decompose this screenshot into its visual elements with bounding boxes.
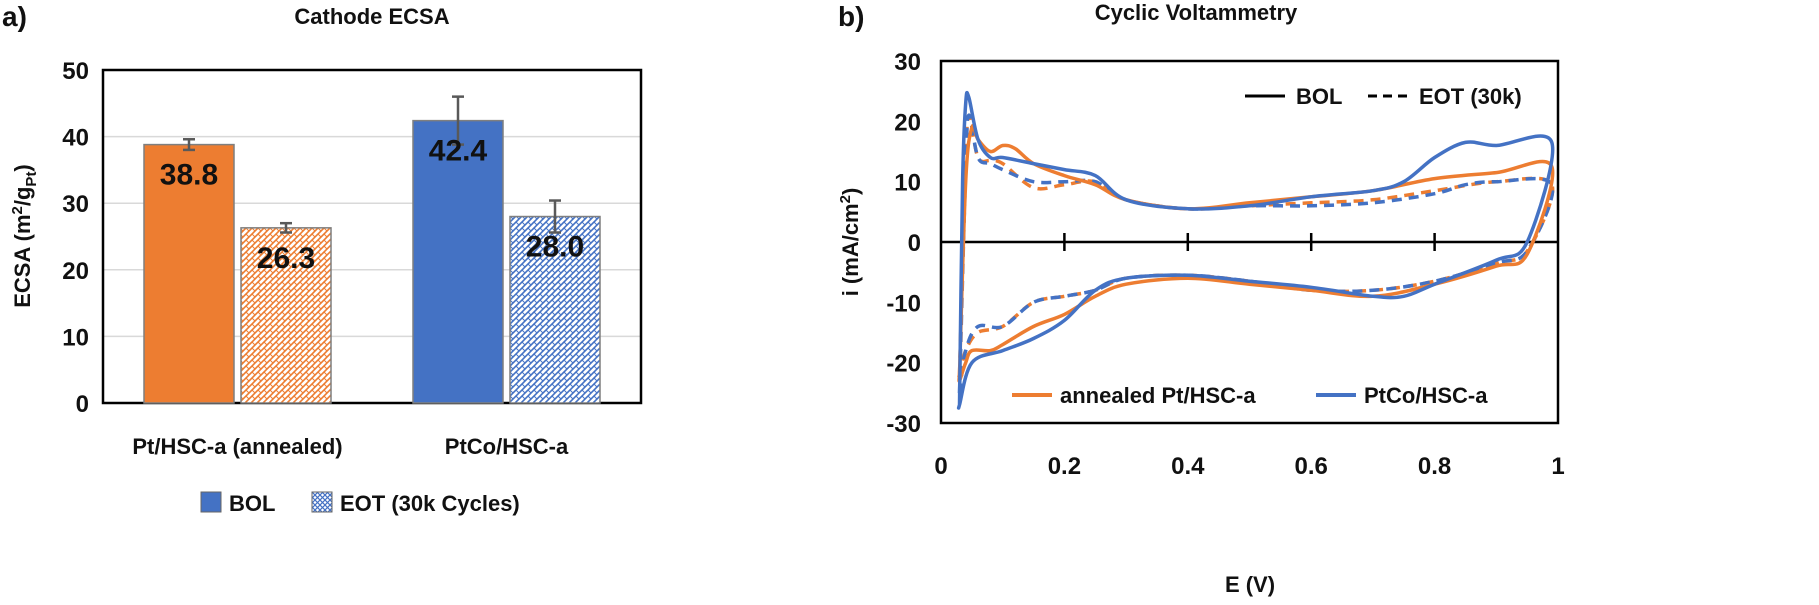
panel-b-y-tick-label: 10 (894, 170, 921, 197)
panel-b-series-line (957, 113, 1555, 398)
material-legend-ptco-label: PtCo/HSC-a (1364, 383, 1488, 408)
panel-b-material-legend: annealed Pt/HSC-a PtCo/HSC-a (1000, 376, 1550, 412)
style-legend-bg (1230, 80, 1550, 116)
panel-b-y-tick-label: 20 (894, 109, 921, 136)
panel-a-y-tick-label: 40 (62, 125, 89, 152)
panel-a-legend: BOL EOT (30k Cycles) (200, 491, 520, 516)
panel-b-series-line (956, 90, 1555, 410)
legend-eot-swatch (311, 491, 333, 513)
panel-b-series-line (957, 113, 1555, 379)
panel-b: b) Cyclic Voltammetry 0 0.2 0.4 0.6 0.8 1 -30 -… (837, 0, 1565, 597)
panel-a-data-label: 42.4 (429, 135, 488, 168)
material-legend-bg (1000, 376, 1550, 412)
panel-b-x-tick-label: 0.8 (1418, 453, 1451, 480)
panel-b-title: Cyclic Voltammetry (1095, 0, 1298, 25)
panel-a-category-label: PtCo/HSC-a (445, 434, 569, 459)
panel-a-y-tick-label: 30 (62, 191, 89, 218)
legend-bol-swatch (200, 491, 222, 513)
panel-b-y-tick-label: -20 (886, 351, 921, 378)
panel-b-x-tick-label: 0.2 (1048, 453, 1081, 480)
panel-a-y-tick-label: 50 (62, 58, 89, 85)
panel-a-error-bars (183, 95, 561, 234)
panel-a-category-label: Pt/HSC-a (annealed) (132, 434, 342, 459)
panel-b-x-axis-label: E (V) (1225, 572, 1275, 597)
material-legend-pt-label: annealed Pt/HSC-a (1060, 383, 1256, 408)
panel-a-data-label: 38.8 (160, 159, 218, 192)
panel-b-x-tick-label: 0.4 (1171, 453, 1205, 480)
panel-a-title: Cathode ECSA (294, 4, 449, 29)
panel-a-tag: a) (2, 1, 27, 32)
panel-a-y-axis-label: ECSA (m2/gPt) (9, 164, 40, 308)
panel-a-category-labels: Pt/HSC-a (annealed) PtCo/HSC-a (132, 434, 569, 459)
panel-a-bar (509, 215, 601, 404)
panel-a-data-label: 26.3 (257, 242, 315, 275)
panel-a-bars (143, 119, 601, 404)
panel-b-x-tick-label: 0.6 (1295, 453, 1328, 480)
panel-b-y-axis-label: i (mA/cm2) (837, 188, 863, 297)
style-legend-bol-label: BOL (1296, 84, 1342, 109)
panel-b-y-tick-label: -30 (886, 411, 921, 438)
style-legend-eot-label: EOT (30k) (1419, 84, 1522, 109)
panel-a-y-tick-label: 20 (62, 258, 89, 285)
panel-a-bar (412, 119, 504, 404)
panel-b-y-tick-label: 30 (894, 49, 921, 76)
panel-b-tag: b) (838, 1, 864, 32)
panel-b-y-tick-label: -10 (886, 290, 921, 317)
panel-a-y-tick-label: 10 (62, 324, 89, 351)
panel-a-y-tick-label: 0 (76, 391, 89, 418)
panel-b-style-legend: BOL EOT (30k) (1230, 80, 1550, 116)
panel-b-series (956, 90, 1555, 410)
panel-a-data-label: 28.0 (526, 231, 584, 264)
panel-a-bar (240, 227, 332, 404)
panel-a-plot-area (101, 68, 643, 405)
panel-b-x-tick-label: 0 (934, 453, 947, 480)
panel-a: a) Cathode ECSA 0 10 20 30 40 50 38.8 26.3 42.4… (2, 1, 643, 516)
panel-a-y-ticks: 0 10 20 30 40 50 (62, 58, 89, 418)
legend-bol-label: BOL (229, 491, 275, 516)
panel-a-data-labels: 38.8 26.3 42.4 28.0 (160, 135, 584, 275)
panel-b-series-line (957, 123, 1555, 383)
panel-b-x-tick-label: 1 (1551, 453, 1564, 480)
panel-b-axes: 0 0.2 0.4 0.6 0.8 1 -30 -20 -10 0 10 20 30 (886, 49, 1564, 480)
legend-eot-label: EOT (30k Cycles) (340, 491, 520, 516)
panel-b-y-tick-label: 0 (908, 230, 921, 257)
